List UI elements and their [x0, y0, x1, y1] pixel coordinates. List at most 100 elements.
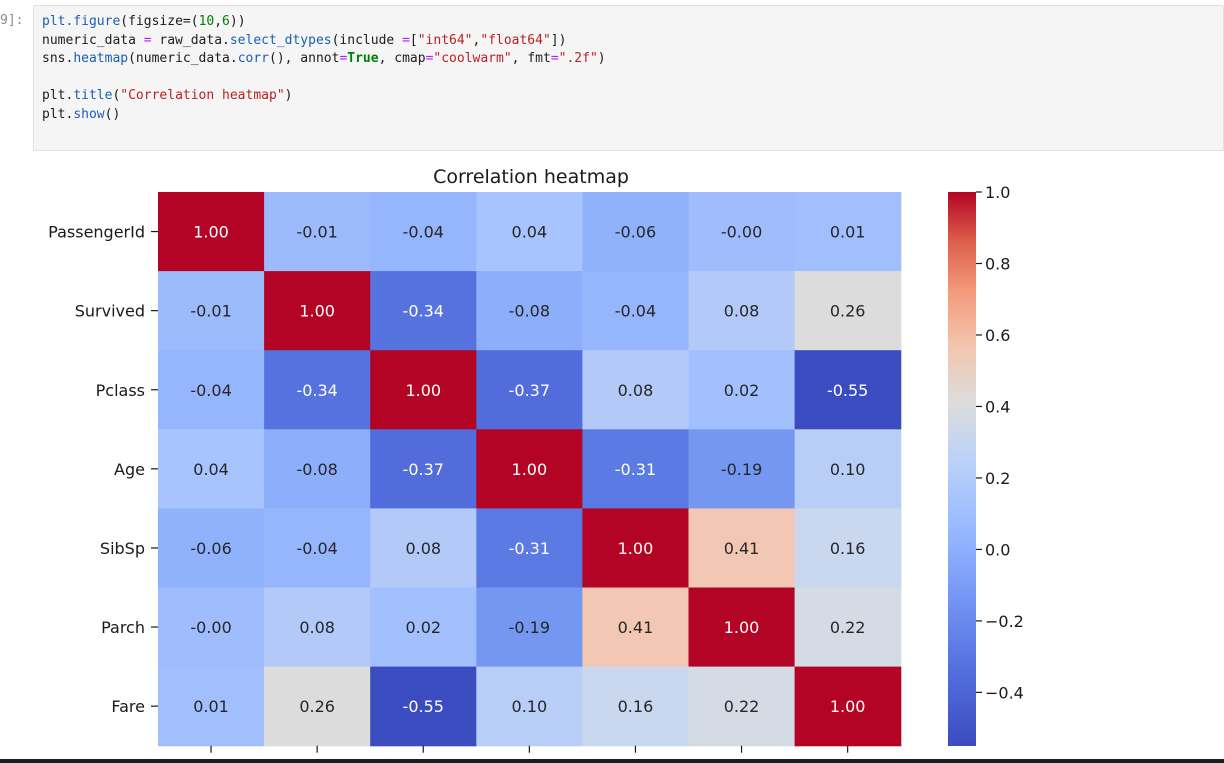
heatmap-cell-label: 0.26: [299, 697, 335, 716]
heatmap-cell: [264, 508, 371, 589]
code-line[interactable]: plt.title("Correlation heatmap"): [42, 87, 606, 106]
code-cell-input[interactable]: plt.figure(figsize=(10,6)) numeric_data =…: [33, 5, 1224, 151]
row-label: Fare: [111, 697, 145, 716]
heatmap-cell-label: 0.04: [512, 223, 548, 242]
heatmap-cell-label: -0.06: [190, 539, 231, 558]
code-line[interactable]: [42, 69, 606, 88]
code-token: numeric_data: [42, 32, 144, 48]
heatmap-cell: [264, 587, 371, 668]
code-token: =: [143, 32, 152, 48]
code-token: ): [284, 88, 293, 103]
heatmap-cell: [264, 429, 371, 509]
heatmap-cell: [370, 192, 477, 272]
code-token: True: [347, 51, 379, 66]
heatmap-cell: [158, 350, 265, 430]
row-label: PassengerId: [48, 223, 145, 242]
heatmap-cell-label: -0.01: [190, 302, 231, 321]
cell-output: Correlation heatmap 1.00 -0.01 -0.04 0.04 -0…: [0, 152, 1224, 763]
code-token: (: [190, 14, 199, 29]
code-token: (include: [331, 32, 403, 48]
colorbar-tick-label: 0.2: [985, 469, 1010, 488]
row-label: Survived: [75, 302, 145, 321]
heatmap-cell-label: 1.00: [724, 618, 760, 637]
code-token: plt.: [42, 88, 74, 103]
heatmap-cell: [264, 192, 371, 272]
heatmap-cell-label: 1.00: [830, 697, 866, 716]
window-bottom-edge: [0, 759, 1224, 763]
heatmap-cell: [158, 587, 265, 668]
heatmap-cell-label: -0.04: [615, 302, 656, 321]
code-token: )): [229, 14, 246, 29]
heatmap-cell-label: -0.31: [615, 460, 656, 479]
code-token: "coolwarm": [433, 51, 512, 66]
code-token: 6: [222, 14, 230, 29]
heatmap-cell-label: 0.08: [405, 539, 441, 558]
code-token: ".2f": [558, 51, 598, 66]
heatmap-cell: [264, 271, 371, 351]
heatmap-cell: [476, 350, 583, 430]
colorbar-tick-label: 0.6: [985, 326, 1010, 345]
heatmap-cell-label: 1.00: [512, 460, 548, 479]
heatmap-cell-label: 0.41: [618, 618, 654, 637]
heatmap-cell: [370, 429, 477, 509]
code-line[interactable]: numeric_data = raw_data.select_dtypes(in…: [42, 32, 606, 51]
heatmap-cell: [370, 271, 477, 351]
heatmap-cell-label: 0.26: [830, 302, 866, 321]
colorbar-tick-label: 0.8: [985, 254, 1010, 273]
row-label: SibSp: [100, 539, 145, 558]
heatmap-cell-label: 0.01: [830, 223, 866, 242]
heatmap-cell: [688, 429, 796, 509]
code-token: =: [425, 51, 434, 66]
code-token: "float64": [480, 32, 551, 48]
heatmap-cell: [476, 271, 583, 351]
heatmap-cell-label: -0.55: [827, 381, 868, 400]
correlation-heatmap-chart: Correlation heatmap 1.00 -0.01 -0.04 0.04 -0…: [48, 166, 1024, 763]
heatmap-cell: [582, 587, 690, 668]
heatmap-cell-label: -0.04: [296, 539, 337, 558]
heatmap-cell: [370, 350, 477, 430]
code-token: ): [597, 51, 606, 66]
code-line[interactable]: plt.show(): [42, 106, 606, 125]
heatmap-cell-label: 0.10: [830, 460, 866, 479]
code-token: heatmap: [73, 51, 129, 66]
heatmap-cell-label: 0.01: [193, 697, 229, 716]
row-label: Pclass: [96, 381, 145, 400]
heatmap-cell-label: 0.08: [724, 302, 760, 321]
heatmap-cell-label: 1.00: [193, 223, 229, 242]
heatmap-cell-label: -0.04: [190, 381, 231, 400]
heatmap-cell-label: -0.19: [721, 460, 762, 479]
heatmap-cell: [688, 350, 796, 430]
heatmap-cell: [688, 271, 796, 351]
heatmap-cell: [582, 350, 690, 430]
row-label: Parch: [101, 618, 145, 637]
heatmap-cell-label: 0.22: [724, 697, 760, 716]
heatmap-cell-label: 0.41: [724, 539, 760, 558]
code-token: ,: [214, 14, 223, 29]
heatmap-cell-label: 1.00: [618, 539, 654, 558]
code-token: (): [104, 106, 121, 122]
heatmap-cell-label: -0.31: [509, 539, 550, 558]
code-token: (: [112, 88, 121, 103]
heatmap-cell-label: -0.01: [296, 223, 337, 242]
code-line[interactable]: plt.figure(figsize=(10,6)): [42, 13, 606, 32]
colorbar-tick-label: −0.2: [985, 612, 1024, 631]
heatmap-cell-label: -0.00: [190, 618, 231, 637]
heatmap-cell: [582, 192, 690, 272]
heatmap-cell-label: 1.00: [299, 302, 335, 321]
heatmap-cell: [158, 508, 265, 589]
code-line[interactable]: sns.heatmap(numeric_data.corr(), annot=T…: [42, 50, 606, 69]
heatmap-cell-label: 0.02: [405, 618, 441, 637]
heatmap-cell: [370, 587, 477, 668]
heatmap-cell: [794, 666, 902, 747]
code-token: show: [73, 106, 105, 122]
code-token: (), annot: [269, 51, 340, 66]
code-token: (figsize=: [120, 14, 191, 29]
heatmap-cell-label: 1.00: [405, 381, 441, 400]
heatmap-cell-label: -0.55: [403, 697, 444, 716]
heatmap-cell: [582, 271, 690, 351]
code-editor[interactable]: plt.figure(figsize=(10,6)) numeric_data =…: [42, 13, 606, 124]
code-token: (numeric_data.: [128, 51, 238, 66]
heatmap-cell: [264, 666, 371, 747]
heatmap-cell: [688, 587, 796, 668]
chart-title: Correlation heatmap: [433, 166, 629, 188]
